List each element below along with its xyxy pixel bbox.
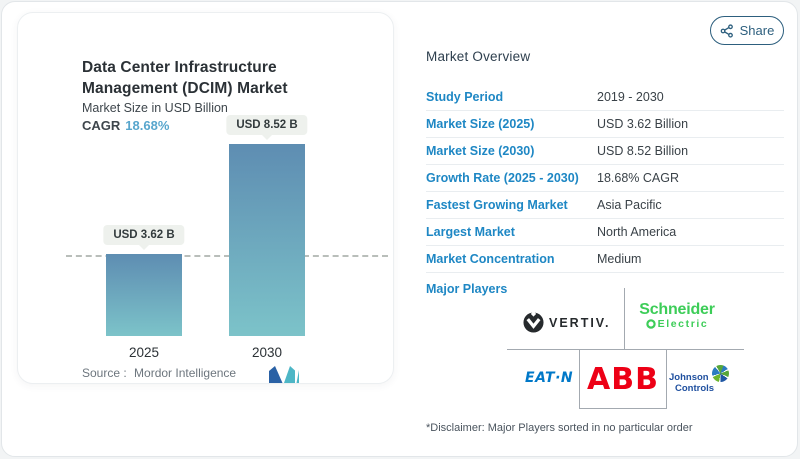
- bar-chart: USD 3.62 B 2025 USD 8.52 B 2030: [18, 13, 393, 383]
- cagr-label: CAGR: [82, 118, 121, 133]
- bar-value-label-tail: [139, 245, 149, 250]
- chart-card: Data Center Infrastructure Management (D…: [17, 12, 394, 384]
- table-row: Fastest Growing Market Asia Pacific: [426, 192, 784, 219]
- row-label: Market Size (2030): [426, 144, 535, 158]
- table-row: Study Period 2019 - 2030: [426, 84, 784, 111]
- schneider-electric-line: Electric: [631, 318, 723, 330]
- row-value: 2019 - 2030: [597, 90, 664, 104]
- reference-dashed-line: [66, 255, 388, 257]
- page-title: Data Center Infrastructure Management (D…: [82, 57, 288, 99]
- abb-wordmark: ABB: [587, 361, 659, 397]
- vertiv-wordmark: VERTIV.: [549, 315, 611, 330]
- bar-value-label: USD 3.62 B: [103, 225, 185, 245]
- logo-eaton: EAT·N: [525, 370, 574, 386]
- johnson-controls-swirl-icon: [712, 365, 729, 382]
- source-value: Mordor Intelligence: [134, 366, 237, 380]
- source-label: Source :: [82, 366, 127, 380]
- row-value: 18.68% CAGR: [597, 171, 679, 185]
- title-line-2: Management (DCIM) Market: [82, 80, 288, 97]
- row-value: USD 3.62 Billion: [597, 117, 689, 131]
- cagr-line: CAGR 18.68%: [82, 118, 169, 133]
- bar-value-label: USD 8.52 B: [226, 115, 308, 135]
- row-label: Market Concentration: [426, 252, 555, 266]
- table-row: Growth Rate (2025 - 2030) 18.68% CAGR: [426, 165, 784, 192]
- bar-2025: USD 3.62 B: [103, 225, 185, 336]
- source-note: Source : Mordor Intelligence: [82, 366, 240, 380]
- row-label: Market Size (2025): [426, 117, 535, 131]
- row-label: Fastest Growing Market: [426, 198, 568, 212]
- table-row: Market Concentration Medium: [426, 246, 784, 273]
- table-row: Market Size (2030) USD 8.52 Billion: [426, 138, 784, 165]
- row-value: North America: [597, 225, 677, 239]
- logo-grid-vertical-divider: [624, 288, 625, 349]
- schneider-lifebuoy-icon: [645, 319, 656, 329]
- title-line-1: Data Center Infrastructure: [82, 59, 277, 76]
- cagr-value: 18.68%: [125, 118, 170, 133]
- logo-johnson-controls: Johnson Controls: [669, 365, 729, 394]
- major-players-label: Major Players: [426, 282, 508, 296]
- row-label: Growth Rate (2025 - 2030): [426, 171, 579, 185]
- share-button[interactable]: Share: [710, 16, 784, 45]
- overview-table: Study Period 2019 - 2030 Market Size (2025…: [426, 84, 784, 273]
- schneider-electric-label: Electric: [657, 318, 709, 330]
- logo-vertiv: VERTIV.: [523, 312, 610, 333]
- x-axis-label: 2030: [251, 345, 283, 360]
- row-value: Medium: [597, 252, 642, 266]
- bar-fill: [106, 254, 182, 336]
- row-value: USD 8.52 Billion: [597, 144, 689, 158]
- table-row: Market Size (2025) USD 3.62 Billion: [426, 111, 784, 138]
- disclaimer-text: *Disclaimer: Major Players sorted in no …: [426, 422, 693, 434]
- panel-title: Market Overview: [426, 49, 531, 64]
- jc-line2: Controls: [675, 383, 715, 394]
- vertiv-icon: [523, 312, 544, 333]
- table-row: Largest Market North America: [426, 219, 784, 246]
- logo-abb: ABB: [579, 349, 667, 409]
- share-nodes-icon: [720, 23, 733, 38]
- bar-value-label-tail: [262, 135, 272, 140]
- bar-2030: USD 8.52 B: [226, 115, 308, 336]
- x-axis-label: 2025: [128, 345, 160, 360]
- row-label: Study Period: [426, 90, 504, 104]
- schneider-wordmark: Schneider: [639, 301, 715, 318]
- bar-fill: [229, 144, 305, 336]
- share-label: Share: [739, 23, 775, 38]
- jc-line1: Johnson: [669, 372, 709, 383]
- logo-schneider-electric: Schneider Electric: [631, 301, 723, 330]
- row-value: Asia Pacific: [597, 198, 662, 212]
- chart-subtitle: Market Size in USD Billion: [82, 101, 228, 115]
- mordor-intelligence-icon: [269, 366, 299, 383]
- row-label: Largest Market: [426, 225, 515, 239]
